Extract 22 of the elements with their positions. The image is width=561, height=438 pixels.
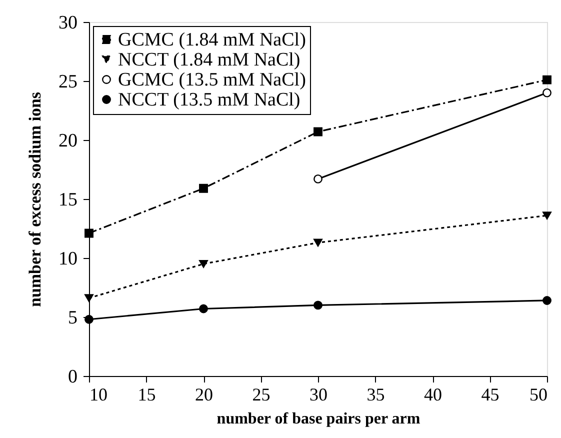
y-tick-label: 0 [68,366,78,388]
x-tick-label: 35 [366,384,385,404]
legend-label: GCMC (1.84 mM NaCl) [118,30,306,50]
x-tick-label: 15 [138,384,156,404]
x-tick-label: 30 [310,384,328,404]
x-tick-label: 10 [90,384,108,404]
x-axis-title: number of base pairs per arm [216,410,421,428]
y-tick-label: 10 [58,248,78,270]
x-tick-label: 50 [530,384,548,404]
legend-label: NCCT (1.84 mM NaCl) [118,50,300,70]
legend-label: NCCT (13.5 mM NaCl) [118,90,300,110]
y-tick-label: 5 [68,308,78,328]
y-tick-label: 15 [58,190,78,210]
y-tick-label: 30 [58,12,78,34]
x-tick-label: 20 [195,384,213,404]
x-tick-label: 40 [424,384,442,404]
y-tick-label: 25 [58,72,78,92]
y-tick-label: 20 [58,130,78,152]
y-axis-title: number of excess sodium ions [26,92,44,308]
legend-label: GCMC (13.5 mM NaCl) [118,70,306,90]
x-tick-label: 25 [252,384,270,404]
x-tick-label: 45 [481,384,500,404]
